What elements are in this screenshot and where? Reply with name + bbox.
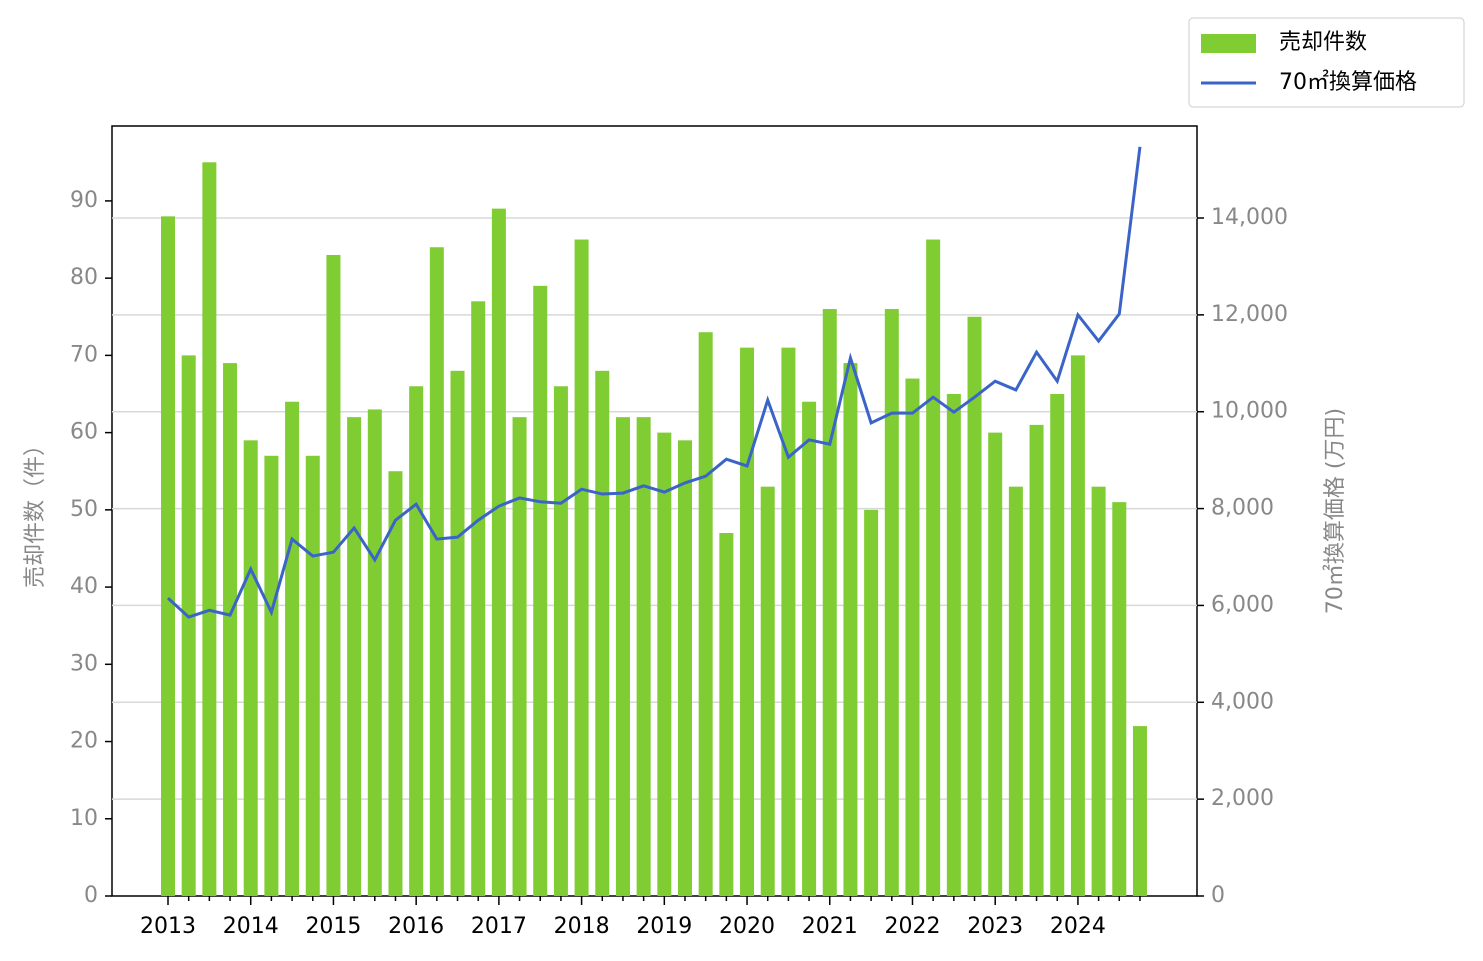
bar xyxy=(243,440,258,896)
legend-swatch xyxy=(1201,34,1256,53)
bar xyxy=(678,440,692,896)
bar xyxy=(388,471,403,896)
bar xyxy=(491,208,506,896)
bar xyxy=(926,239,941,897)
y2-tick-label: 8,000 xyxy=(1211,496,1274,521)
bar xyxy=(967,316,982,896)
y2-tick-label: 10,000 xyxy=(1211,399,1288,424)
bar xyxy=(1070,355,1085,896)
y-tick-label: 70 xyxy=(70,342,98,367)
bar xyxy=(760,486,775,896)
bar xyxy=(285,401,300,896)
bar xyxy=(905,378,920,897)
x-tick-label: 2018 xyxy=(554,914,610,939)
bar xyxy=(1132,726,1147,896)
y-tick-label: 90 xyxy=(70,188,98,213)
y2-tick-label: 12,000 xyxy=(1211,302,1288,327)
bar xyxy=(264,455,279,896)
x-tick-label: 2023 xyxy=(967,914,1023,939)
x-tick-label: 2013 xyxy=(140,914,196,939)
bar xyxy=(1008,486,1023,896)
bar xyxy=(719,533,734,896)
bar xyxy=(988,432,1003,896)
bar xyxy=(1112,502,1127,896)
bar xyxy=(615,417,630,896)
legend-label: 売却件数 xyxy=(1279,30,1367,55)
bar xyxy=(946,393,961,896)
plot-frame xyxy=(111,125,1198,897)
y2-tick-label: 14,000 xyxy=(1211,205,1288,230)
bar xyxy=(1091,486,1106,896)
y-tick-label: 80 xyxy=(70,265,98,290)
y-tick-label: 40 xyxy=(70,574,98,599)
bar xyxy=(409,386,424,896)
y-tick-label: 10 xyxy=(70,806,98,831)
x-tick-label: 2016 xyxy=(388,914,444,939)
bar xyxy=(305,455,320,896)
bar xyxy=(223,363,238,896)
y-tick-label: 30 xyxy=(70,651,98,676)
bar xyxy=(822,309,837,896)
x-tick-label: 2015 xyxy=(305,914,361,939)
bar xyxy=(533,285,548,896)
y-tick-label: 50 xyxy=(70,497,98,522)
legend-label: 70㎡換算価格 xyxy=(1279,69,1417,95)
bar xyxy=(326,254,341,896)
bar xyxy=(636,417,651,896)
y-tick-label: 0 xyxy=(84,883,98,908)
y2-tick-label: 6,000 xyxy=(1211,592,1274,617)
x-tick-label: 2014 xyxy=(223,914,279,939)
bar xyxy=(657,432,672,896)
bar xyxy=(347,417,362,896)
bar xyxy=(553,386,568,896)
bar xyxy=(595,370,610,896)
y-axis-label: 売却件数（件） xyxy=(23,434,48,588)
legend-box xyxy=(1188,17,1465,108)
bar xyxy=(367,409,382,896)
y2-tick-label: 0 xyxy=(1211,883,1225,908)
x-tick-label: 2024 xyxy=(1050,914,1106,939)
bar xyxy=(843,363,858,896)
bar xyxy=(471,301,486,897)
bar xyxy=(574,239,589,897)
bar xyxy=(1050,393,1065,896)
y2-axis-label: 70㎡換算価格 (万円) xyxy=(1322,408,1348,614)
bar xyxy=(884,309,899,896)
y2-tick-label: 4,000 xyxy=(1211,689,1274,714)
bar xyxy=(202,162,217,896)
y-tick-label: 60 xyxy=(70,420,98,445)
bar xyxy=(429,247,444,896)
line xyxy=(166,146,1142,619)
bar xyxy=(512,417,527,896)
x-tick-label: 2022 xyxy=(884,914,940,939)
bar xyxy=(1029,424,1044,896)
x-tick-label: 2017 xyxy=(471,914,527,939)
bar xyxy=(450,370,465,896)
bar xyxy=(698,332,713,896)
bar xyxy=(181,355,196,896)
y-tick-label: 20 xyxy=(70,729,98,754)
x-tick-label: 2021 xyxy=(802,914,858,939)
bar xyxy=(864,509,879,896)
x-tick-label: 2020 xyxy=(719,914,775,939)
bar xyxy=(740,347,755,896)
x-tick-label: 2019 xyxy=(636,914,692,939)
legend xyxy=(1188,17,1465,108)
bar xyxy=(161,216,175,896)
bar xyxy=(781,347,796,896)
bar xyxy=(802,401,817,896)
y2-tick-label: 2,000 xyxy=(1211,786,1274,811)
